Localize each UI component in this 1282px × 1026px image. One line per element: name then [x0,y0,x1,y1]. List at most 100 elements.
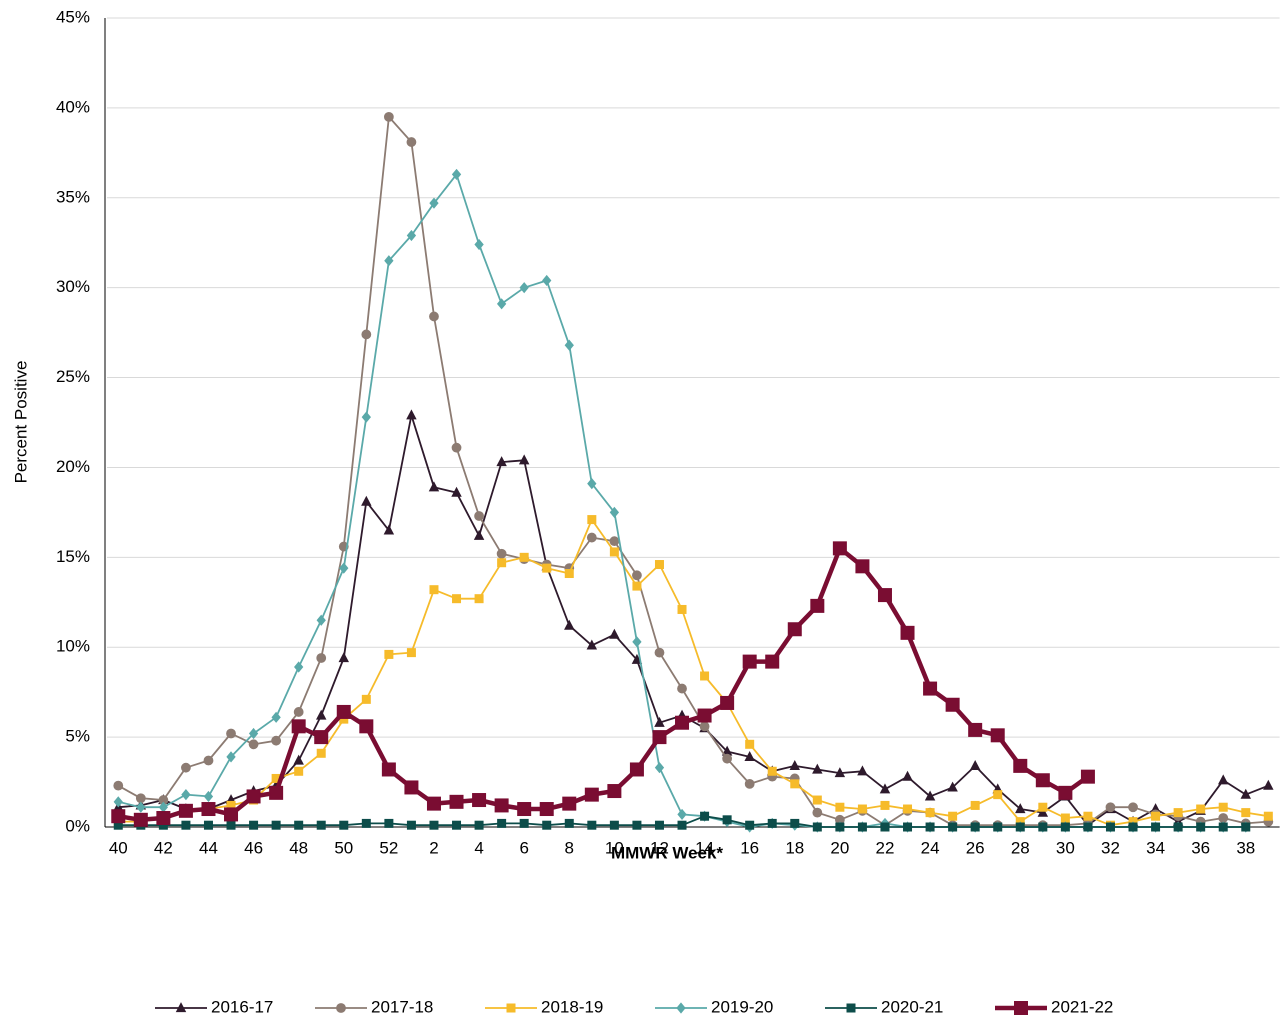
marker [361,818,371,828]
marker [135,793,146,804]
marker [178,803,193,818]
marker [700,671,710,681]
marker [632,570,642,581]
y-tick-label: 0% [65,816,90,835]
marker [1263,811,1273,821]
marker [406,229,417,242]
marker [948,811,958,821]
marker [587,478,597,490]
marker [1263,779,1274,790]
marker [518,454,530,465]
marker [428,481,440,492]
legend-label: 2020-21 [881,997,943,1016]
marker [293,707,304,717]
marker [181,762,191,773]
marker [133,812,148,827]
marker [1128,822,1138,832]
marker [562,796,577,811]
marker [857,822,867,832]
legend-item: 2019-20 [655,997,773,1016]
x-tick-label: 44 [199,838,218,857]
marker [338,652,350,663]
x-tick-label: 24 [921,838,940,857]
marker [406,820,416,830]
x-tick-label: 18 [785,838,804,857]
marker [224,807,239,822]
y-tick-label: 15% [56,547,90,566]
marker [607,784,622,799]
marker [473,529,485,540]
marker [855,559,870,574]
y-tick-label: 10% [56,637,90,656]
marker [654,762,665,774]
marker [1241,822,1251,832]
marker [697,708,712,723]
marker [925,822,935,832]
legend-item: 2020-21 [825,997,943,1016]
marker [587,515,597,525]
marker [429,197,439,209]
series-line [117,546,1090,823]
marker [361,495,372,506]
marker [315,709,327,720]
marker [519,818,529,828]
marker [451,486,462,497]
marker [429,311,439,322]
marker [381,762,396,777]
y-tick-label: 45% [56,7,90,26]
x-tick-label: 22 [876,838,895,857]
marker [496,548,507,559]
x-tick-label: 14 [695,838,714,857]
marker [742,654,757,669]
marker [564,818,574,828]
marker [474,820,484,830]
marker [248,739,259,750]
marker [654,647,665,658]
marker [336,1003,346,1013]
marker [810,598,825,613]
marker [1014,1001,1028,1015]
marker [677,604,687,614]
legend-item: 2018-19 [485,997,603,1016]
marker [383,524,395,535]
marker [226,751,236,763]
x-tick-label: 12 [650,838,669,857]
marker [113,780,124,791]
marker [291,719,306,734]
marker [316,614,326,626]
marker [789,759,801,770]
marker [609,628,620,639]
marker [111,809,126,824]
marker [812,822,822,832]
marker [1151,822,1161,832]
marker [339,562,349,574]
marker [857,804,867,814]
marker [700,811,710,821]
marker [316,820,326,830]
marker [832,541,847,556]
marker [269,785,284,800]
marker [519,282,529,294]
marker [880,822,890,832]
marker [744,778,755,789]
marker [361,694,371,704]
x-tick-label: 42 [154,838,173,857]
marker [584,787,599,802]
marker [384,818,394,828]
marker [1173,808,1183,818]
marker [654,820,664,830]
y-tick-label: 35% [56,187,90,206]
marker [404,780,419,795]
marker [903,822,913,832]
marker [294,766,304,776]
marker [970,800,980,810]
marker [1015,822,1025,832]
marker [924,790,936,801]
marker [767,818,777,828]
marker [1060,813,1070,823]
marker [609,820,619,830]
marker [497,818,507,828]
legend-label: 2016-17 [211,997,273,1016]
